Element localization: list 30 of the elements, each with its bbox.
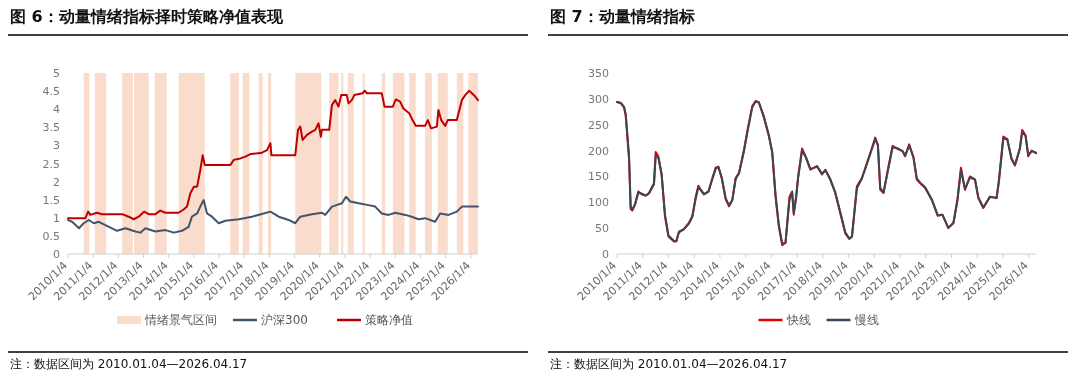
y-tick-label: 1.5	[42, 193, 60, 207]
y-tick-label: 5	[53, 67, 60, 80]
line-series	[67, 89, 479, 221]
text: 注：数据区间为 2010.01.04—2026.04.17	[10, 357, 248, 371]
y-tick-label: 300	[588, 92, 609, 106]
chart-title: 图 7：动量情绪指标	[550, 7, 695, 26]
legend-label: 慢线	[853, 313, 879, 327]
chart-title: 图 6：动量情绪指标择时策略净值表现	[10, 7, 284, 26]
y-tick-label: 150	[588, 170, 609, 184]
legend-label: 沪深300	[261, 313, 308, 327]
legend-label: 情绪景气区间	[144, 313, 217, 327]
y-tick-label: 0.5	[42, 229, 60, 243]
y-tick-label: 4	[53, 103, 60, 117]
y-tick-label: 250	[588, 118, 609, 132]
legend-label: 快线	[785, 313, 811, 327]
y-tick-label: 100	[588, 196, 609, 210]
y-tick-label: 1	[53, 211, 60, 225]
y-tick-label: 0	[53, 248, 60, 261]
y-tick-label: 350	[588, 67, 609, 80]
y-tick-label: 3	[53, 139, 60, 153]
legend-label: 策略净值	[365, 313, 413, 327]
y-tick-label: 4.5	[42, 85, 60, 99]
y-tick-label: 50	[595, 222, 609, 236]
line-series	[67, 195, 479, 234]
y-tick-label: 200	[588, 144, 609, 158]
y-tick-label: 2	[53, 175, 60, 189]
text: 注：数据区间为 2010.01.04—2026.04.17	[550, 357, 788, 371]
y-tick-label: 0	[602, 248, 609, 261]
y-tick-label: 2.5	[42, 157, 60, 171]
y-tick-label: 3.5	[42, 121, 60, 135]
